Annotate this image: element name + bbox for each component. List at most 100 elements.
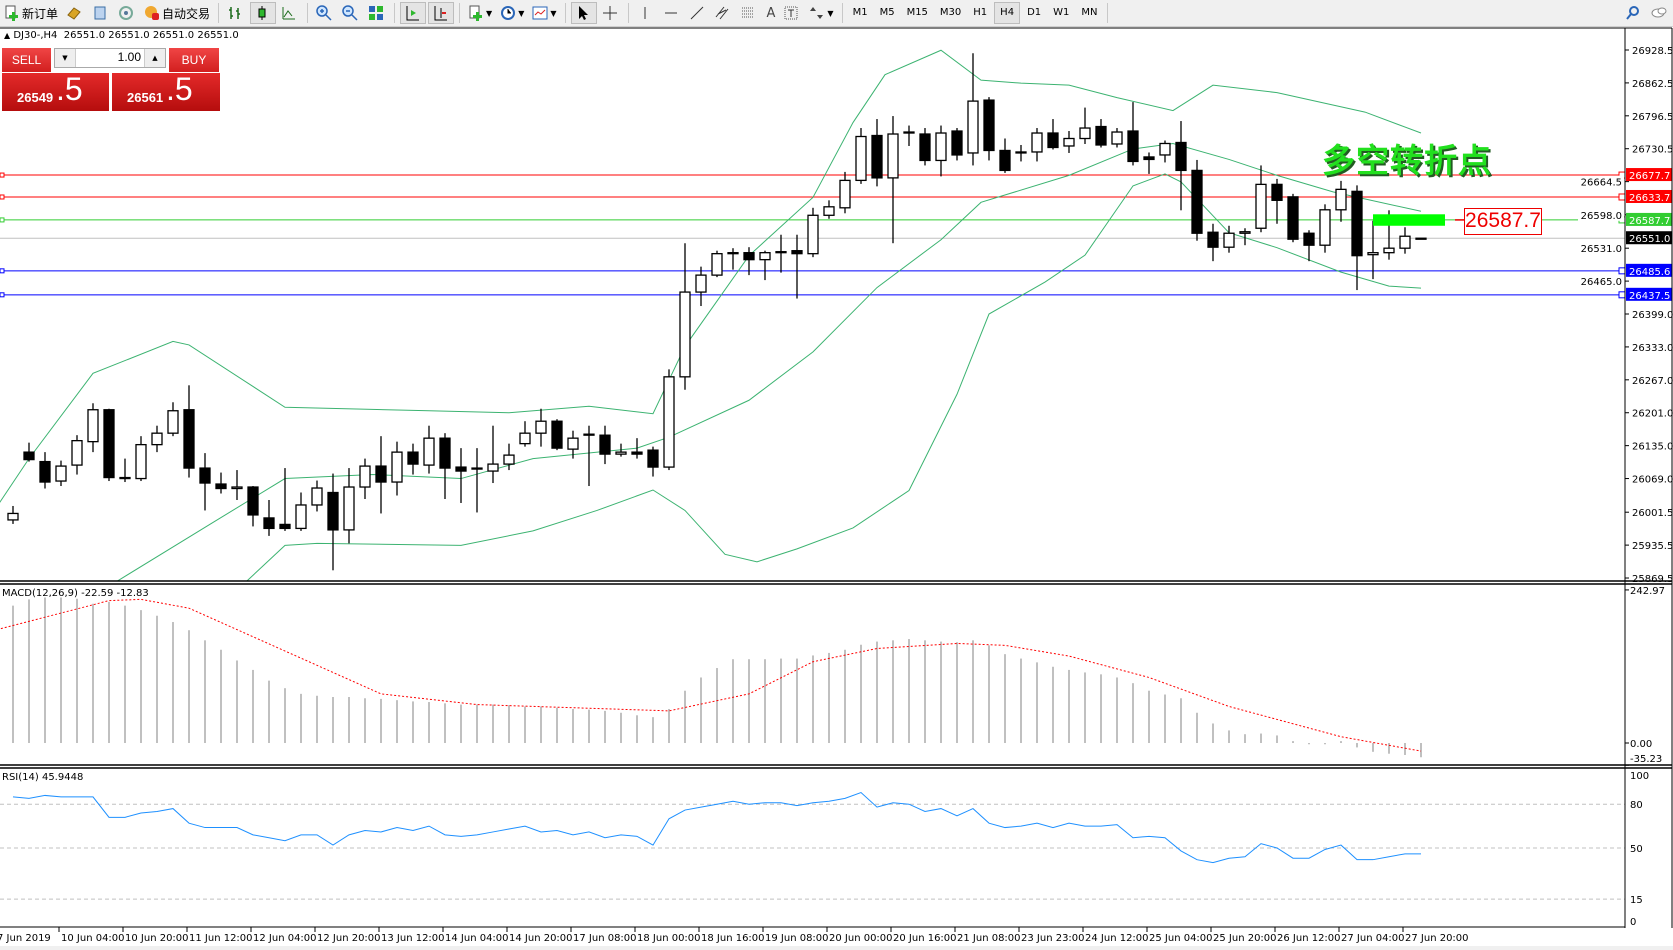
sell-price-button[interactable]: 26549 .5: [2, 71, 109, 111]
candle: [727, 248, 739, 270]
timeframe-m15[interactable]: M15: [906, 7, 928, 18]
pivot-annotation-text[interactable]: 多空转折点: [1322, 141, 1492, 180]
chart-shift-button[interactable]: [428, 2, 455, 24]
auto-scroll-button[interactable]: [400, 2, 427, 24]
pivot-zone-rect: [1373, 214, 1445, 226]
lot-decrease-button[interactable]: ▼: [55, 49, 76, 67]
arrows-tool[interactable]: ▼: [806, 2, 836, 24]
price-tick-label: 26135.0: [1632, 442, 1673, 453]
bearish-candle-body: [375, 465, 387, 483]
zoom-out-button[interactable]: [339, 2, 363, 24]
candle: [1015, 144, 1027, 162]
lot-input[interactable]: 1.00: [117, 50, 141, 64]
text-tool[interactable]: A: [764, 2, 779, 24]
line-chart-button[interactable]: [278, 2, 302, 24]
timeframe-h1[interactable]: H1: [973, 7, 988, 18]
lot-increase-button[interactable]: ▲: [144, 49, 165, 67]
channel-icon: [715, 6, 728, 20]
candle: [151, 425, 163, 453]
candle: [487, 425, 499, 484]
bullish-candle-body: [1111, 131, 1123, 145]
fibonacci-tool[interactable]: [738, 2, 762, 24]
candle: [887, 116, 899, 244]
buy-button[interactable]: BUY: [169, 48, 219, 72]
timeframe-m30[interactable]: M30: [939, 7, 962, 18]
time-label: 27 Jun 04:00: [1341, 933, 1405, 944]
bearish-candle-body: [1047, 132, 1059, 149]
timeframe-group: M1 M5 M15 M30 H1 H4 D1 W1 MN: [847, 2, 1104, 24]
macd-signal-line: [0, 598, 1422, 752]
chart-window[interactable]: 26928.5 26862.5 26796.5 26730.5 26664.5 26598…: [0, 27, 1673, 950]
timeframe-m1[interactable]: M1: [852, 7, 868, 18]
rsi-panel[interactable]: [0, 791, 1625, 900]
line-handle-icon: [1618, 291, 1625, 299]
candle: [23, 442, 35, 462]
candle: [855, 128, 867, 184]
buy-price-button[interactable]: 26561 .5: [112, 71, 220, 111]
candle: [343, 468, 355, 544]
templates-button[interactable]: ▼: [529, 2, 559, 24]
axes: 26928.5 26862.5 26796.5 26730.5 26664.5 26598…: [0, 28, 1673, 950]
line-handle-icon: [1618, 267, 1625, 275]
price-tick-label: 26598.0: [1581, 211, 1622, 222]
bollinger-upper-band: [0, 49, 1422, 503]
candle: [247, 486, 259, 527]
bearish-candle-body: [1191, 169, 1203, 234]
bullish-candle-body: [311, 487, 323, 506]
lot-size-stepper[interactable]: ▼ 1.00 ▲: [54, 48, 166, 68]
candle: [1143, 152, 1155, 174]
text-label-tool[interactable]: [780, 2, 804, 24]
candle: [967, 53, 979, 166]
chat-icon: [1651, 7, 1667, 18]
new-order-button[interactable]: 新订单: [1, 2, 61, 24]
add-indicator-icon: [469, 5, 483, 21]
bar-chart-button[interactable]: [224, 2, 248, 24]
market-watch-button[interactable]: [63, 2, 87, 24]
signals-button[interactable]: [115, 2, 139, 24]
cursor-tool[interactable]: [570, 2, 597, 24]
bullish-candle-body: [503, 454, 515, 465]
candlestick-chart-button[interactable]: [250, 2, 277, 24]
candle: [1319, 204, 1331, 253]
timeframe-w1[interactable]: W1: [1053, 7, 1070, 18]
vertical-line-tool[interactable]: [634, 2, 658, 24]
timeframe-m5[interactable]: M5: [879, 7, 895, 18]
candle: [55, 460, 67, 487]
trendline-tool[interactable]: [686, 2, 710, 24]
horizontal-line-tool[interactable]: [660, 2, 684, 24]
candle: [519, 421, 531, 447]
bullish-candle-body: [1255, 183, 1267, 229]
indicators-button[interactable]: ▼: [465, 2, 495, 24]
price-tick-label: 26862.5: [1632, 79, 1673, 90]
pivot-price-label[interactable]: 26587.7: [1464, 208, 1542, 235]
auto-trading-button[interactable]: 自动交易: [141, 2, 213, 24]
line-handle-icon: [0, 172, 5, 178]
zoom-in-button[interactable]: [313, 2, 337, 24]
timeframe-h4[interactable]: H4: [994, 2, 1021, 24]
price-level-tag: [1626, 263, 1672, 277]
bullish-candle-body: [903, 131, 915, 134]
bullish-candle-body: [1223, 232, 1235, 248]
time-label: 26 Jun 12:00: [1277, 933, 1341, 944]
arrows-icon: [810, 7, 824, 19]
rsi-tick-label: 50: [1630, 844, 1643, 855]
bullish-candle-body: [151, 432, 163, 446]
equidistant-channel-tool[interactable]: [712, 2, 736, 24]
search-button[interactable]: [1622, 2, 1646, 24]
candle: [1127, 102, 1139, 166]
crosshair-tool[interactable]: [599, 2, 623, 24]
candle: [1111, 128, 1123, 148]
bullish-candle-body: [839, 179, 851, 209]
price-panel[interactable]: [0, 49, 1625, 583]
candle: [1399, 227, 1411, 254]
navigator-button[interactable]: [89, 2, 113, 24]
chat-button[interactable]: [1648, 2, 1672, 24]
sell-button[interactable]: SELL: [2, 48, 51, 72]
tile-windows-button[interactable]: [365, 2, 389, 24]
timeframe-d1[interactable]: D1: [1027, 7, 1042, 18]
macd-panel[interactable]: [0, 597, 1422, 758]
price-level-tag-label: 26677.7: [1629, 171, 1670, 182]
periods-button[interactable]: ▼: [497, 2, 527, 24]
timeframe-mn[interactable]: MN: [1081, 7, 1098, 18]
toolbar-separator: [459, 3, 461, 23]
